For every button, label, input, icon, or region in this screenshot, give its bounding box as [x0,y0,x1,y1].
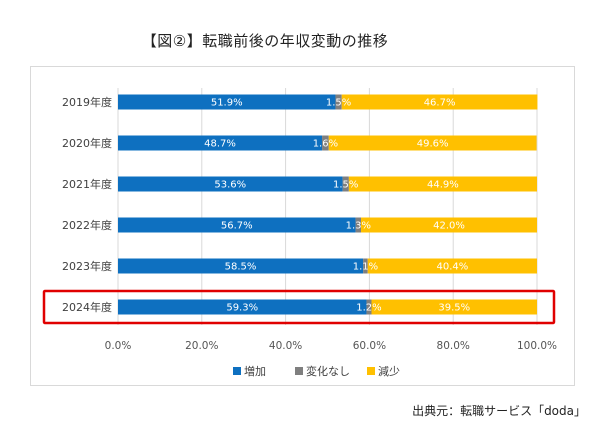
x-tick-label: 40.0% [269,340,302,352]
bar-segment [328,135,537,151]
category-label: 2019年度 [62,95,112,109]
data-label: 1.5% [333,180,358,191]
x-tick-label: 60.0% [353,340,386,352]
data-label: 56.7% [221,221,253,232]
data-label: 51.9% [211,98,243,109]
data-label: 39.5% [438,303,470,314]
data-label: 42.0% [433,221,465,232]
data-label: 46.7% [424,98,456,109]
bar-segment [341,94,538,110]
bar-segment [118,258,364,274]
chart-frame [30,66,575,386]
chart-title: 【図②】転職前後の年収変動の推移 [141,32,389,50]
data-label: 1.3% [346,221,371,232]
legend-swatch [367,367,375,375]
source-note: 出典元：転職サービス「doda」 [412,404,586,418]
category-label: 2021年度 [62,177,112,191]
bar-segment [367,258,537,274]
data-label: 40.4% [436,262,468,273]
data-label: 1.5% [326,98,351,109]
bar-segment [118,299,367,315]
bar-segment [118,217,356,233]
data-label: 1.1% [353,262,378,273]
data-label: 48.7% [204,139,236,150]
bar-segment [361,217,537,233]
bar-segment [118,135,323,151]
data-label: 1.6% [313,139,338,150]
x-tick-label: 80.0% [437,340,470,352]
bar-segment [348,176,537,192]
x-tick-label: 0.0% [105,340,132,352]
bar-segment [371,299,537,315]
bar-segment [355,217,362,233]
legend-swatch [295,367,303,375]
legend-label: 減少 [378,364,400,378]
bar-segment [118,94,336,110]
legend-swatch [233,367,241,375]
bar-segment [342,176,349,192]
bar-segment [118,176,343,192]
highlight-box [42,289,556,325]
data-label: 1.2% [356,303,381,314]
bar-segment [335,94,342,110]
legend-label: 変化なし [306,364,350,378]
category-label: 2020年度 [62,136,112,150]
data-label: 59.3% [226,303,258,314]
bar-segment [322,135,329,151]
data-label: 44.9% [427,180,459,191]
data-label: 58.5% [225,262,257,273]
x-tick-label: 100.0% [517,340,557,352]
x-tick-label: 20.0% [185,340,218,352]
bar-segment [366,299,372,315]
data-label: 49.6% [417,139,449,150]
category-label: 2022年度 [62,218,112,232]
data-label: 53.6% [214,180,246,191]
legend-label: 増加 [244,365,266,378]
bar-segment [363,258,368,274]
category-label: 2023年度 [62,259,112,273]
category-label: 2024年度 [62,300,112,314]
